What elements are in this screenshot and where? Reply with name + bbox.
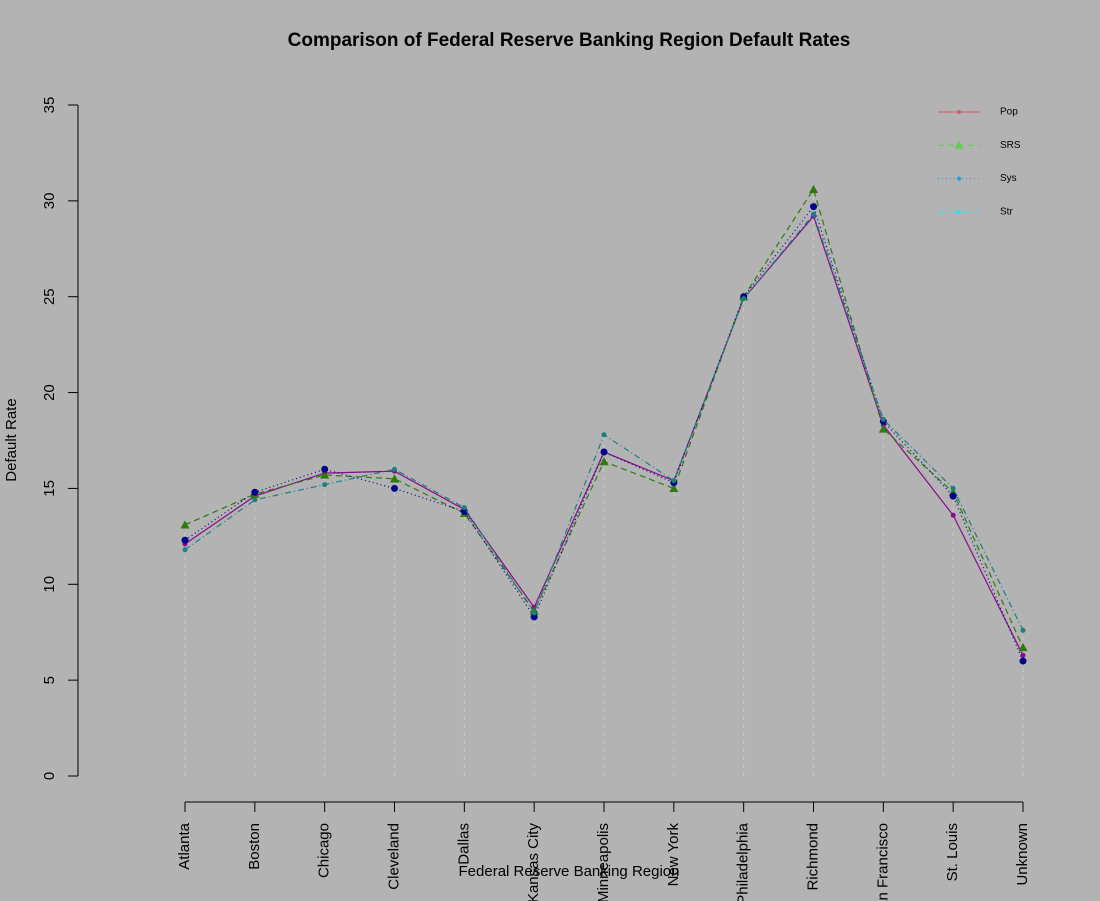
x-tick-label: Atlanta (176, 822, 193, 869)
data-point (460, 507, 468, 515)
x-axis-label: Federal Reserve Banking Region (459, 863, 680, 880)
legend-marker (957, 209, 961, 214)
y-tick-label: 25 (41, 288, 58, 305)
x-tick-label: Richmond (804, 823, 821, 891)
data-point (1019, 657, 1027, 665)
data-point (531, 610, 537, 616)
data-point (1020, 652, 1026, 658)
legend-label: Pop (1000, 107, 1018, 118)
data-point (391, 484, 398, 492)
legend-label: Str (1000, 207, 1013, 218)
data-point (321, 465, 329, 473)
data-point (390, 474, 399, 483)
x-tick-label: Unknown (1014, 823, 1031, 886)
legend-marker (957, 110, 961, 114)
x-tick-label: New York (665, 823, 682, 887)
data-point (461, 505, 467, 511)
data-point (741, 296, 747, 302)
x-tick-label: Chicago (316, 823, 333, 878)
data-point (950, 512, 956, 518)
x-tick-label: Cleveland (385, 823, 402, 890)
legend-label: SRS (1000, 140, 1021, 151)
y-tick-label: 10 (41, 576, 58, 593)
data-point (322, 482, 328, 488)
y-tick-label: 0 (41, 772, 58, 780)
y-tick-label: 35 (41, 97, 58, 114)
data-point (180, 520, 190, 529)
x-tick-label: Dallas (455, 823, 472, 865)
data-point (601, 432, 607, 438)
data-point (1020, 627, 1026, 633)
data-point (252, 497, 258, 503)
data-point (671, 478, 677, 484)
data-point (810, 203, 817, 211)
data-point (878, 424, 888, 433)
y-tick-label: 15 (41, 480, 58, 497)
data-point (1018, 643, 1028, 652)
chart-title: Comparison of Federal Reserve Banking Re… (288, 30, 851, 51)
x-tick-label: San Francisco (874, 823, 891, 901)
data-point (392, 466, 397, 472)
legend-label: Sys (1000, 173, 1017, 184)
x-tick-label: Boston (246, 823, 263, 870)
x-tick-label: Philadelphia (735, 822, 752, 901)
legend-marker (954, 140, 964, 149)
data-point (949, 492, 957, 500)
data-point (669, 483, 679, 493)
data-point (181, 536, 189, 544)
y-tick-label: 20 (41, 384, 58, 401)
data-point (530, 613, 538, 621)
y-axis-label: Default Rate (3, 398, 20, 481)
y-tick-label: 5 (41, 676, 58, 684)
data-point (600, 448, 608, 456)
data-point (950, 485, 956, 491)
data-point (880, 416, 886, 422)
y-tick-label: 30 (41, 193, 58, 210)
data-point (599, 457, 609, 466)
data-point (811, 211, 816, 217)
legend-marker (957, 176, 961, 181)
data-point (320, 470, 330, 479)
data-point (809, 184, 818, 193)
data-point (251, 488, 259, 496)
x-tick-label: Minneapolis (595, 823, 612, 901)
data-point (182, 547, 188, 553)
x-tick-label: St. Louis (944, 823, 961, 881)
x-tick-label: Kansas City (525, 823, 542, 901)
